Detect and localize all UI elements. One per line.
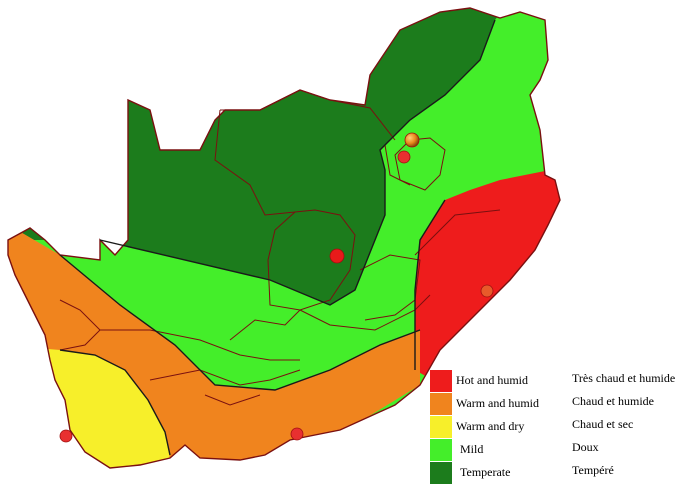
legend-label-en: Mild bbox=[460, 442, 484, 456]
legend-label-en: Hot and humid bbox=[456, 373, 528, 387]
legend-item-warm-dry: Warm and dry Chaud et sec bbox=[430, 416, 689, 438]
city-markers bbox=[59, 132, 494, 443]
legend-swatch-warm-humid bbox=[430, 393, 452, 415]
legend-label-fr: Chaud et humide bbox=[572, 394, 654, 408]
marker-highveld bbox=[397, 150, 411, 164]
marker-south-coast bbox=[290, 427, 304, 441]
legend-label-fr: Très chaud et humide bbox=[572, 371, 676, 385]
country-outline bbox=[7, 7, 561, 469]
legend-label-en: Warm and dry bbox=[456, 419, 525, 433]
marker-west-coast bbox=[59, 429, 73, 443]
legend: Hot and humid Très chaud et humide Warm … bbox=[430, 370, 689, 484]
legend-label-en: Warm and humid bbox=[456, 396, 540, 410]
legend-swatch-warm-dry bbox=[430, 416, 452, 438]
legend-label-fr: Tempéré bbox=[572, 463, 614, 477]
marker-capital bbox=[404, 132, 420, 148]
legend-label-fr: Chaud et sec bbox=[572, 417, 634, 431]
legend-label-en: Temperate bbox=[460, 465, 511, 479]
marker-east-coast bbox=[480, 284, 494, 298]
legend-swatch-mild bbox=[430, 439, 452, 461]
legend-swatch-temperate bbox=[430, 462, 452, 484]
legend-item-temperate: Temperate Tempéré bbox=[430, 462, 689, 484]
marker-central bbox=[329, 248, 345, 264]
zone-boundaries bbox=[59, 19, 496, 456]
legend-label-fr: Doux bbox=[572, 440, 599, 454]
legend-item-warm-humid: Warm and humid Chaud et humide bbox=[430, 393, 689, 415]
province-borders bbox=[59, 89, 501, 406]
zone-hot-humid bbox=[415, 170, 560, 390]
legend-item-mild: Mild Doux bbox=[430, 439, 689, 461]
legend-item-hot-humid: Hot and humid Très chaud et humide bbox=[430, 370, 689, 392]
legend-swatch-hot-humid bbox=[430, 370, 452, 392]
